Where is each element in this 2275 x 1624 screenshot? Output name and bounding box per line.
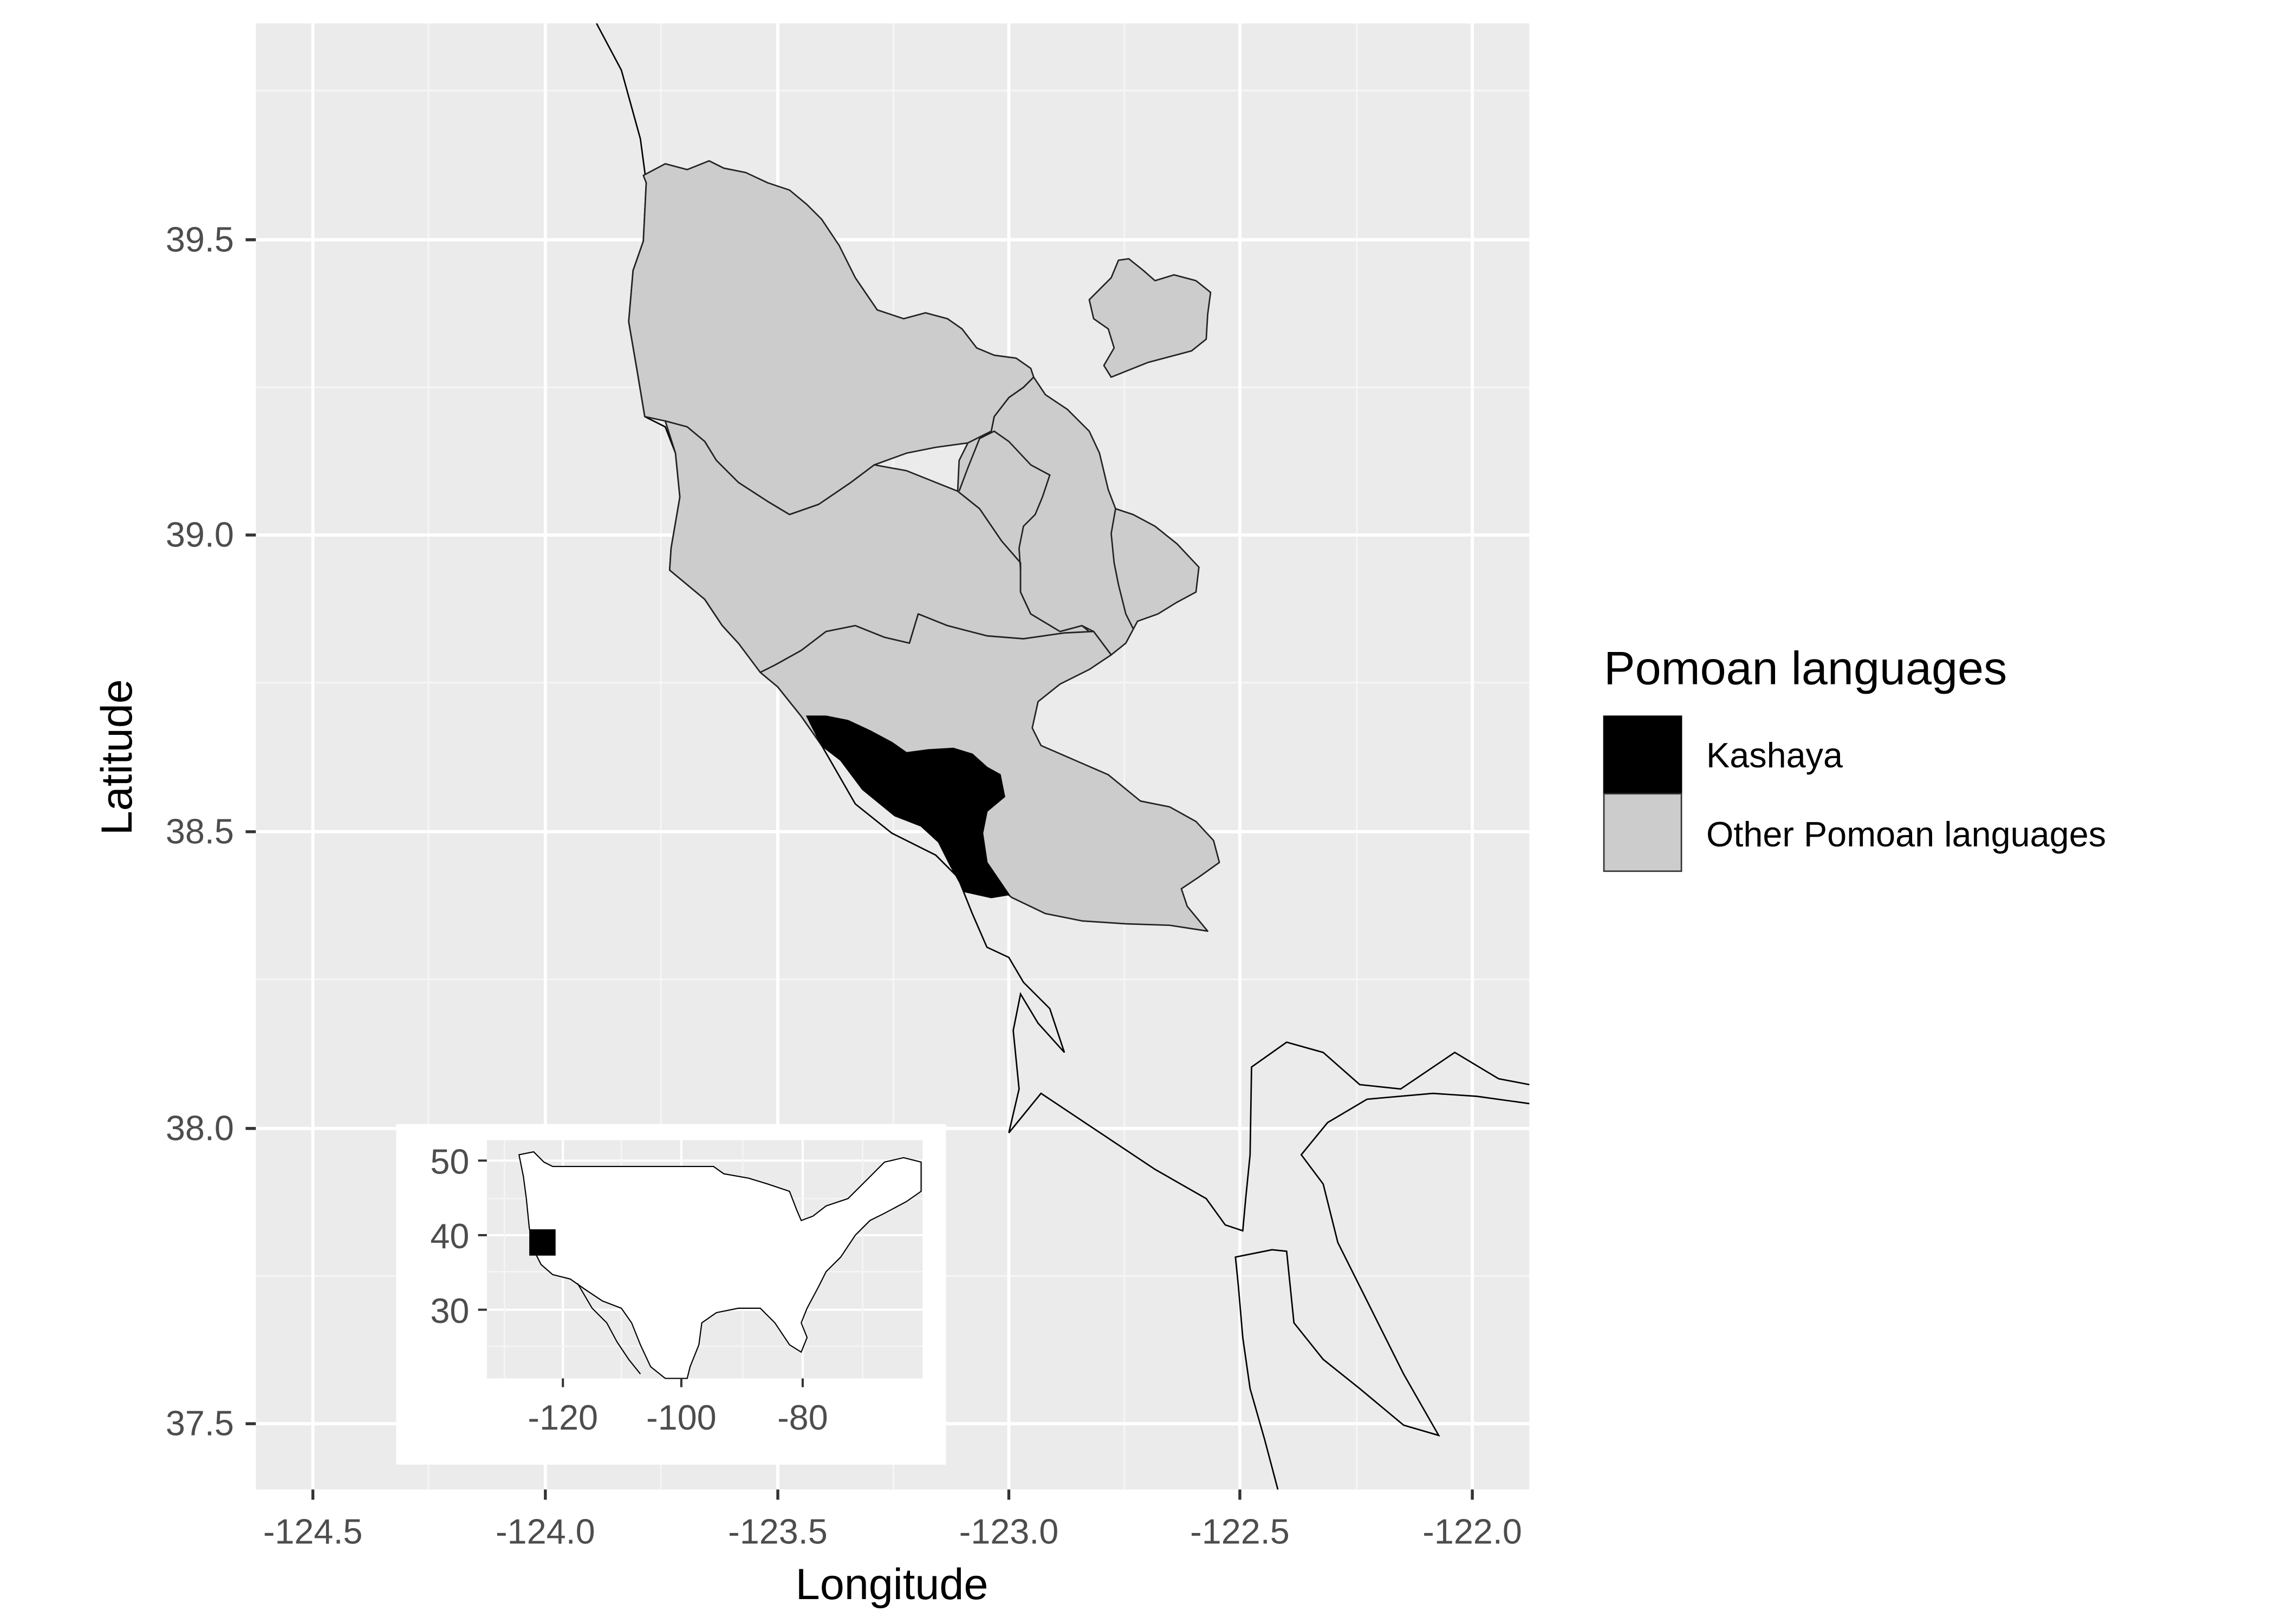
x-tick-label: -122.0	[1422, 1511, 1522, 1551]
inset-x-tick-label: -100	[646, 1398, 717, 1437]
y-tick-label: 38.5	[166, 812, 234, 851]
inset-y-tick-label: 40	[430, 1216, 469, 1256]
inset-ticks	[478, 1159, 804, 1387]
region-kashaya	[805, 715, 1010, 898]
x-tick-label: -124.0	[496, 1511, 595, 1551]
axis-ticks	[245, 238, 1474, 1500]
y-tick-label: 37.5	[166, 1404, 234, 1443]
inset-y-tick-label: 50	[430, 1142, 469, 1182]
inset-mexico-peninsula	[577, 1283, 641, 1375]
y-tick-label: 39.5	[166, 219, 234, 259]
legend-label-kashaya: Kashaya	[1706, 735, 1843, 775]
y-axis-title: Latitude	[93, 679, 141, 835]
legend: Pomoan languages Kashaya Other Pomoan la…	[1603, 642, 2106, 872]
legend-key-kashaya	[1603, 715, 1682, 795]
x-tick-label: -122.5	[1190, 1511, 1290, 1551]
coastline	[596, 23, 1530, 1232]
island-region	[1088, 258, 1212, 378]
inset-location-marker	[529, 1229, 556, 1256]
inset-y-tick-label: 30	[430, 1291, 469, 1330]
y-tick-labels: 39.5 39.0 38.5 38.0 37.5	[166, 219, 234, 1443]
bay-shore	[1234, 1092, 1530, 1490]
x-tick-label: -123.5	[728, 1511, 828, 1551]
y-tick-label: 39.0	[166, 515, 234, 555]
inset-x-tick-label: -120	[528, 1398, 598, 1437]
x-tick-label: -123.0	[959, 1511, 1059, 1551]
legend-label-other-pomoan: Other Pomoan languages	[1706, 814, 2106, 854]
legend-title: Pomoan languages	[1604, 642, 2007, 694]
region-boundaries	[958, 430, 1134, 629]
inset-x-tick-label: -80	[777, 1398, 828, 1437]
x-axis-title: Longitude	[796, 1560, 989, 1609]
x-tick-labels: -124.5 -124.0 -123.5 -123.0 -122.5 -122.…	[263, 1511, 1522, 1551]
inset-north-america-outline	[518, 1151, 922, 1379]
x-tick-label: -124.5	[263, 1511, 363, 1551]
inset-map: -120 -100 -80 50 40 30	[396, 1124, 946, 1465]
y-tick-label: 38.0	[166, 1108, 234, 1147]
legend-key-other-pomoan	[1603, 793, 1682, 872]
